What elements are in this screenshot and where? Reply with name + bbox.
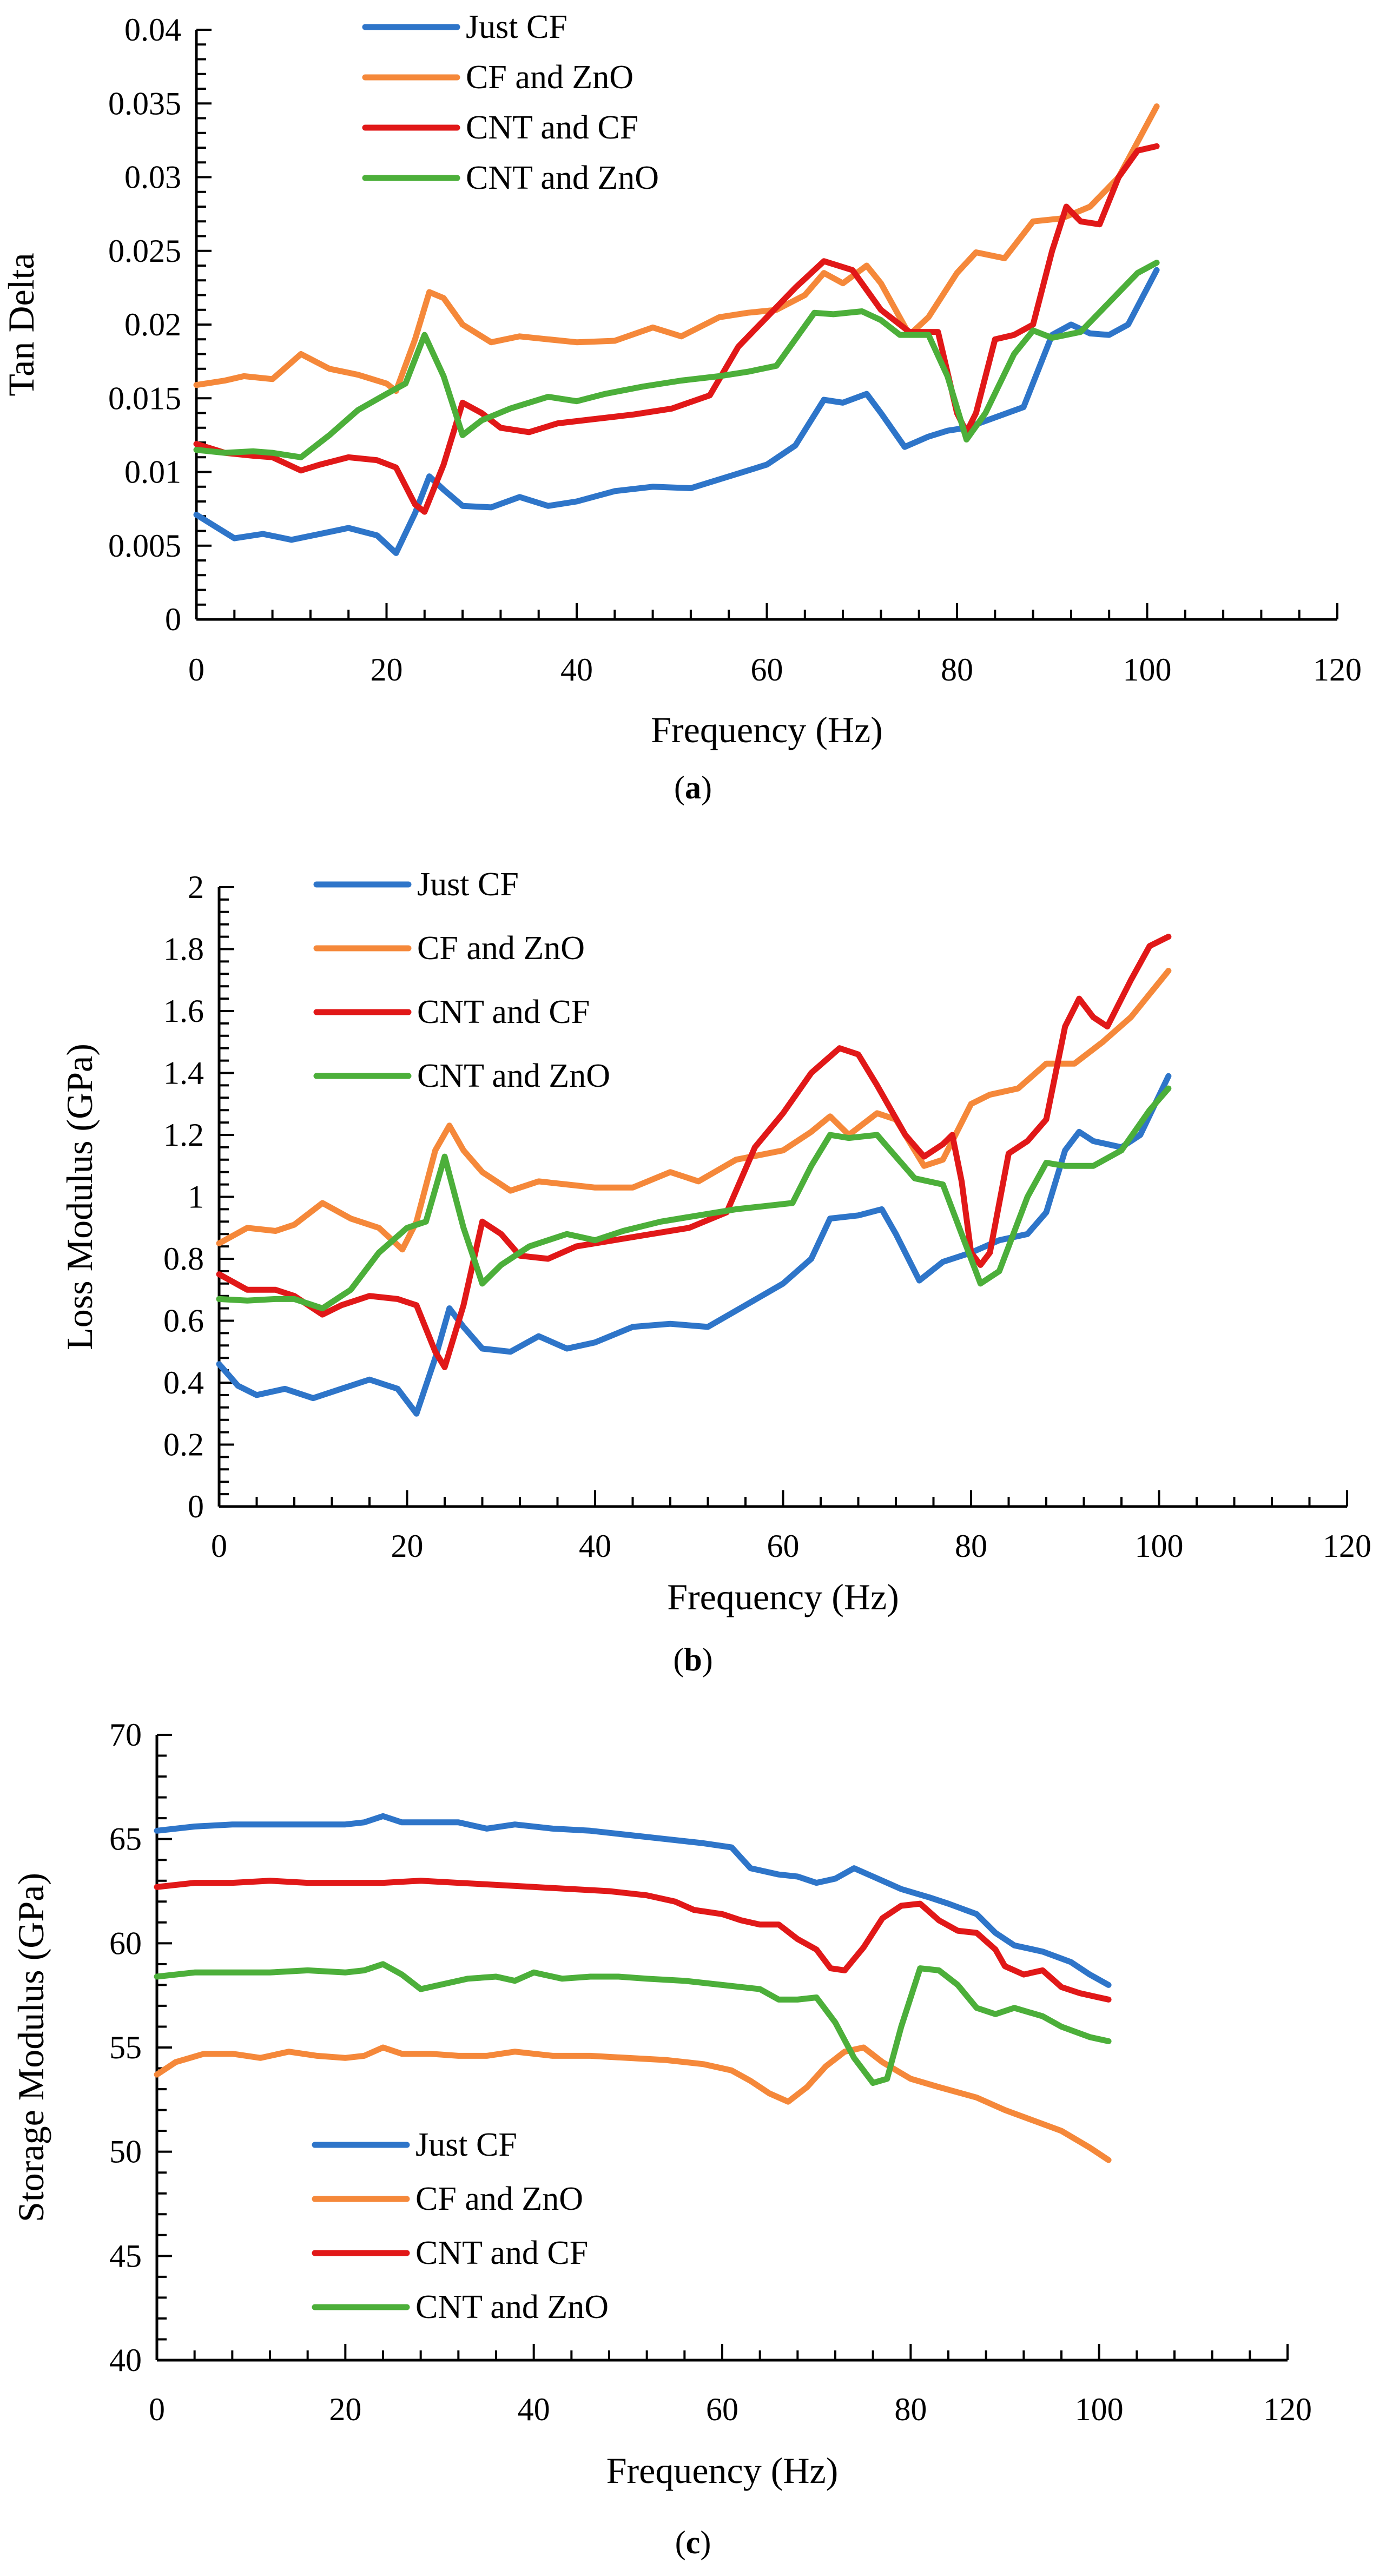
y-axis-title: Storage Modulus (GPa) (10, 1873, 51, 2222)
x-tick-label: 80 (941, 652, 973, 688)
x-axis-title: Frequency (Hz) (606, 2450, 839, 2491)
series-line-just-cf (216, 1073, 1172, 1417)
series-line-cnt-and-cf (193, 143, 1160, 515)
y-tick-label: 0.2 (163, 1427, 204, 1463)
caption-close: ) (702, 1642, 713, 1677)
caption-close: ) (700, 2525, 711, 2560)
legend-label: CF and ZnO (466, 59, 633, 96)
legend-label: Just CF (466, 9, 567, 45)
y-tick-label: 1.6 (163, 993, 204, 1029)
series-line-just-cf (193, 267, 1160, 556)
y-tick-label: 0 (188, 1489, 204, 1524)
legend-label: Just CF (415, 2126, 517, 2163)
series-line-cnt-and-zno (193, 260, 1160, 460)
x-axis-title: Frequency (Hz) (667, 1576, 899, 1617)
caption-letter: a (685, 770, 701, 805)
y-tick-label: 60 (109, 1925, 142, 1961)
chart-panel-a: 0 0.005 0.01 0.015 0.02 0.025 0.03 0.035 0.04 0 20… (1, 9, 1362, 805)
x-tick-label: 80 (894, 2392, 927, 2427)
y-tick-label: 0.8 (163, 1241, 204, 1277)
series-line-just-cf (154, 1813, 1112, 1988)
y-tick-label: 55 (109, 2030, 142, 2065)
series-line-cnt-and-cf (154, 1878, 1112, 2003)
series-line-cf-and-zno (193, 103, 1160, 394)
x-tick-label: 60 (751, 652, 783, 688)
x-tick-label: 40 (518, 2392, 550, 2427)
x-tick-label: 60 (767, 1528, 800, 1564)
legend-label: CF and ZnO (417, 930, 585, 967)
legend-label: CNT and ZnO (417, 1058, 610, 1094)
y-tick-label: 65 (109, 1821, 142, 1857)
y-tick-label: 0.015 (108, 380, 181, 416)
y-tick-label: 0 (165, 602, 181, 637)
legend-label: CF and ZnO (415, 2181, 583, 2217)
y-tick-label: 0.01 (124, 454, 181, 490)
y-tick-label: 0.035 (108, 85, 181, 121)
x-tick-label: 120 (1263, 2392, 1312, 2427)
y-tick-label: 0.4 (163, 1365, 204, 1401)
x-tick-label: 0 (211, 1528, 227, 1564)
caption-open: ( (674, 770, 685, 805)
legend-label: CNT and CF (466, 109, 638, 146)
x-tick-label: 20 (391, 1528, 424, 1564)
y-tick-label: 40 (109, 2342, 142, 2378)
y-tick-label: 0.005 (108, 528, 181, 564)
x-tick-label: 120 (1313, 652, 1362, 688)
y-tick-label: 70 (109, 1717, 142, 1753)
series-line-cnt-and-zno (154, 1961, 1112, 2086)
y-tick-label: 0.04 (124, 12, 181, 48)
legend-label: Just CF (417, 866, 519, 903)
caption-open: ( (675, 2525, 686, 2560)
caption-close: ) (701, 770, 712, 805)
x-tick-label: 100 (1075, 2392, 1124, 2427)
legend-label: CNT and CF (415, 2235, 588, 2271)
series-line-cnt-and-zno (216, 1085, 1172, 1312)
caption-letter: c (686, 2525, 701, 2560)
legend-label: CNT and CF (417, 994, 590, 1031)
chart-panel-b: 00.20.40.60.811.21.41.61.820 20 40 60 80 100 1… (59, 866, 1371, 1677)
x-tick-label: 100 (1123, 652, 1172, 688)
caption-open: ( (673, 1642, 684, 1677)
x-tick-label: 100 (1135, 1528, 1184, 1564)
y-tick-label: 0.6 (163, 1303, 204, 1339)
x-tick-label: 20 (329, 2392, 361, 2427)
y-axis-title: Loss Modulus (GPa) (59, 1043, 100, 1350)
panel-caption: (c) (675, 2525, 711, 2560)
x-tick-label: 20 (371, 652, 403, 688)
x-tick-label: 0 (149, 2392, 165, 2427)
x-tick-label: 80 (955, 1528, 987, 1564)
y-axis-title: Tan Delta (1, 253, 42, 396)
panel-caption: (a) (674, 770, 712, 805)
y-tick-label: 1.4 (163, 1055, 204, 1091)
caption-letter: b (684, 1642, 702, 1677)
y-tick-label: 45 (109, 2238, 142, 2274)
x-tick-label: 60 (706, 2392, 738, 2427)
y-tick-label: 1 (188, 1179, 204, 1215)
x-tick-label: 0 (188, 652, 204, 688)
series-line-cf-and-zno (216, 968, 1172, 1253)
y-tick-label: 0.02 (124, 307, 181, 342)
series-line-cnt-and-cf (216, 934, 1172, 1370)
series-line-cf-and-zno (154, 2044, 1112, 2163)
x-axis-title: Frequency (Hz) (651, 709, 883, 750)
panel-caption: (b) (673, 1642, 712, 1677)
legend-label: CNT and ZnO (466, 160, 659, 196)
x-tick-label: 40 (560, 652, 593, 688)
legend-label: CNT and ZnO (415, 2289, 609, 2326)
y-tick-label: 50 (109, 2134, 142, 2170)
y-tick-label: 1.8 (163, 932, 204, 967)
x-tick-label: 120 (1323, 1528, 1371, 1564)
y-tick-label: 0.025 (108, 233, 181, 269)
y-tick-label: 2 (188, 869, 204, 905)
x-tick-label: 40 (579, 1528, 611, 1564)
y-tick-label: 1.2 (163, 1117, 204, 1153)
chart-panel-c: 40 45 50 55 60 65 70 0 20 40 60 80 100 120 Frequency (… (10, 1717, 1312, 2560)
y-tick-label: 0.03 (124, 160, 181, 195)
